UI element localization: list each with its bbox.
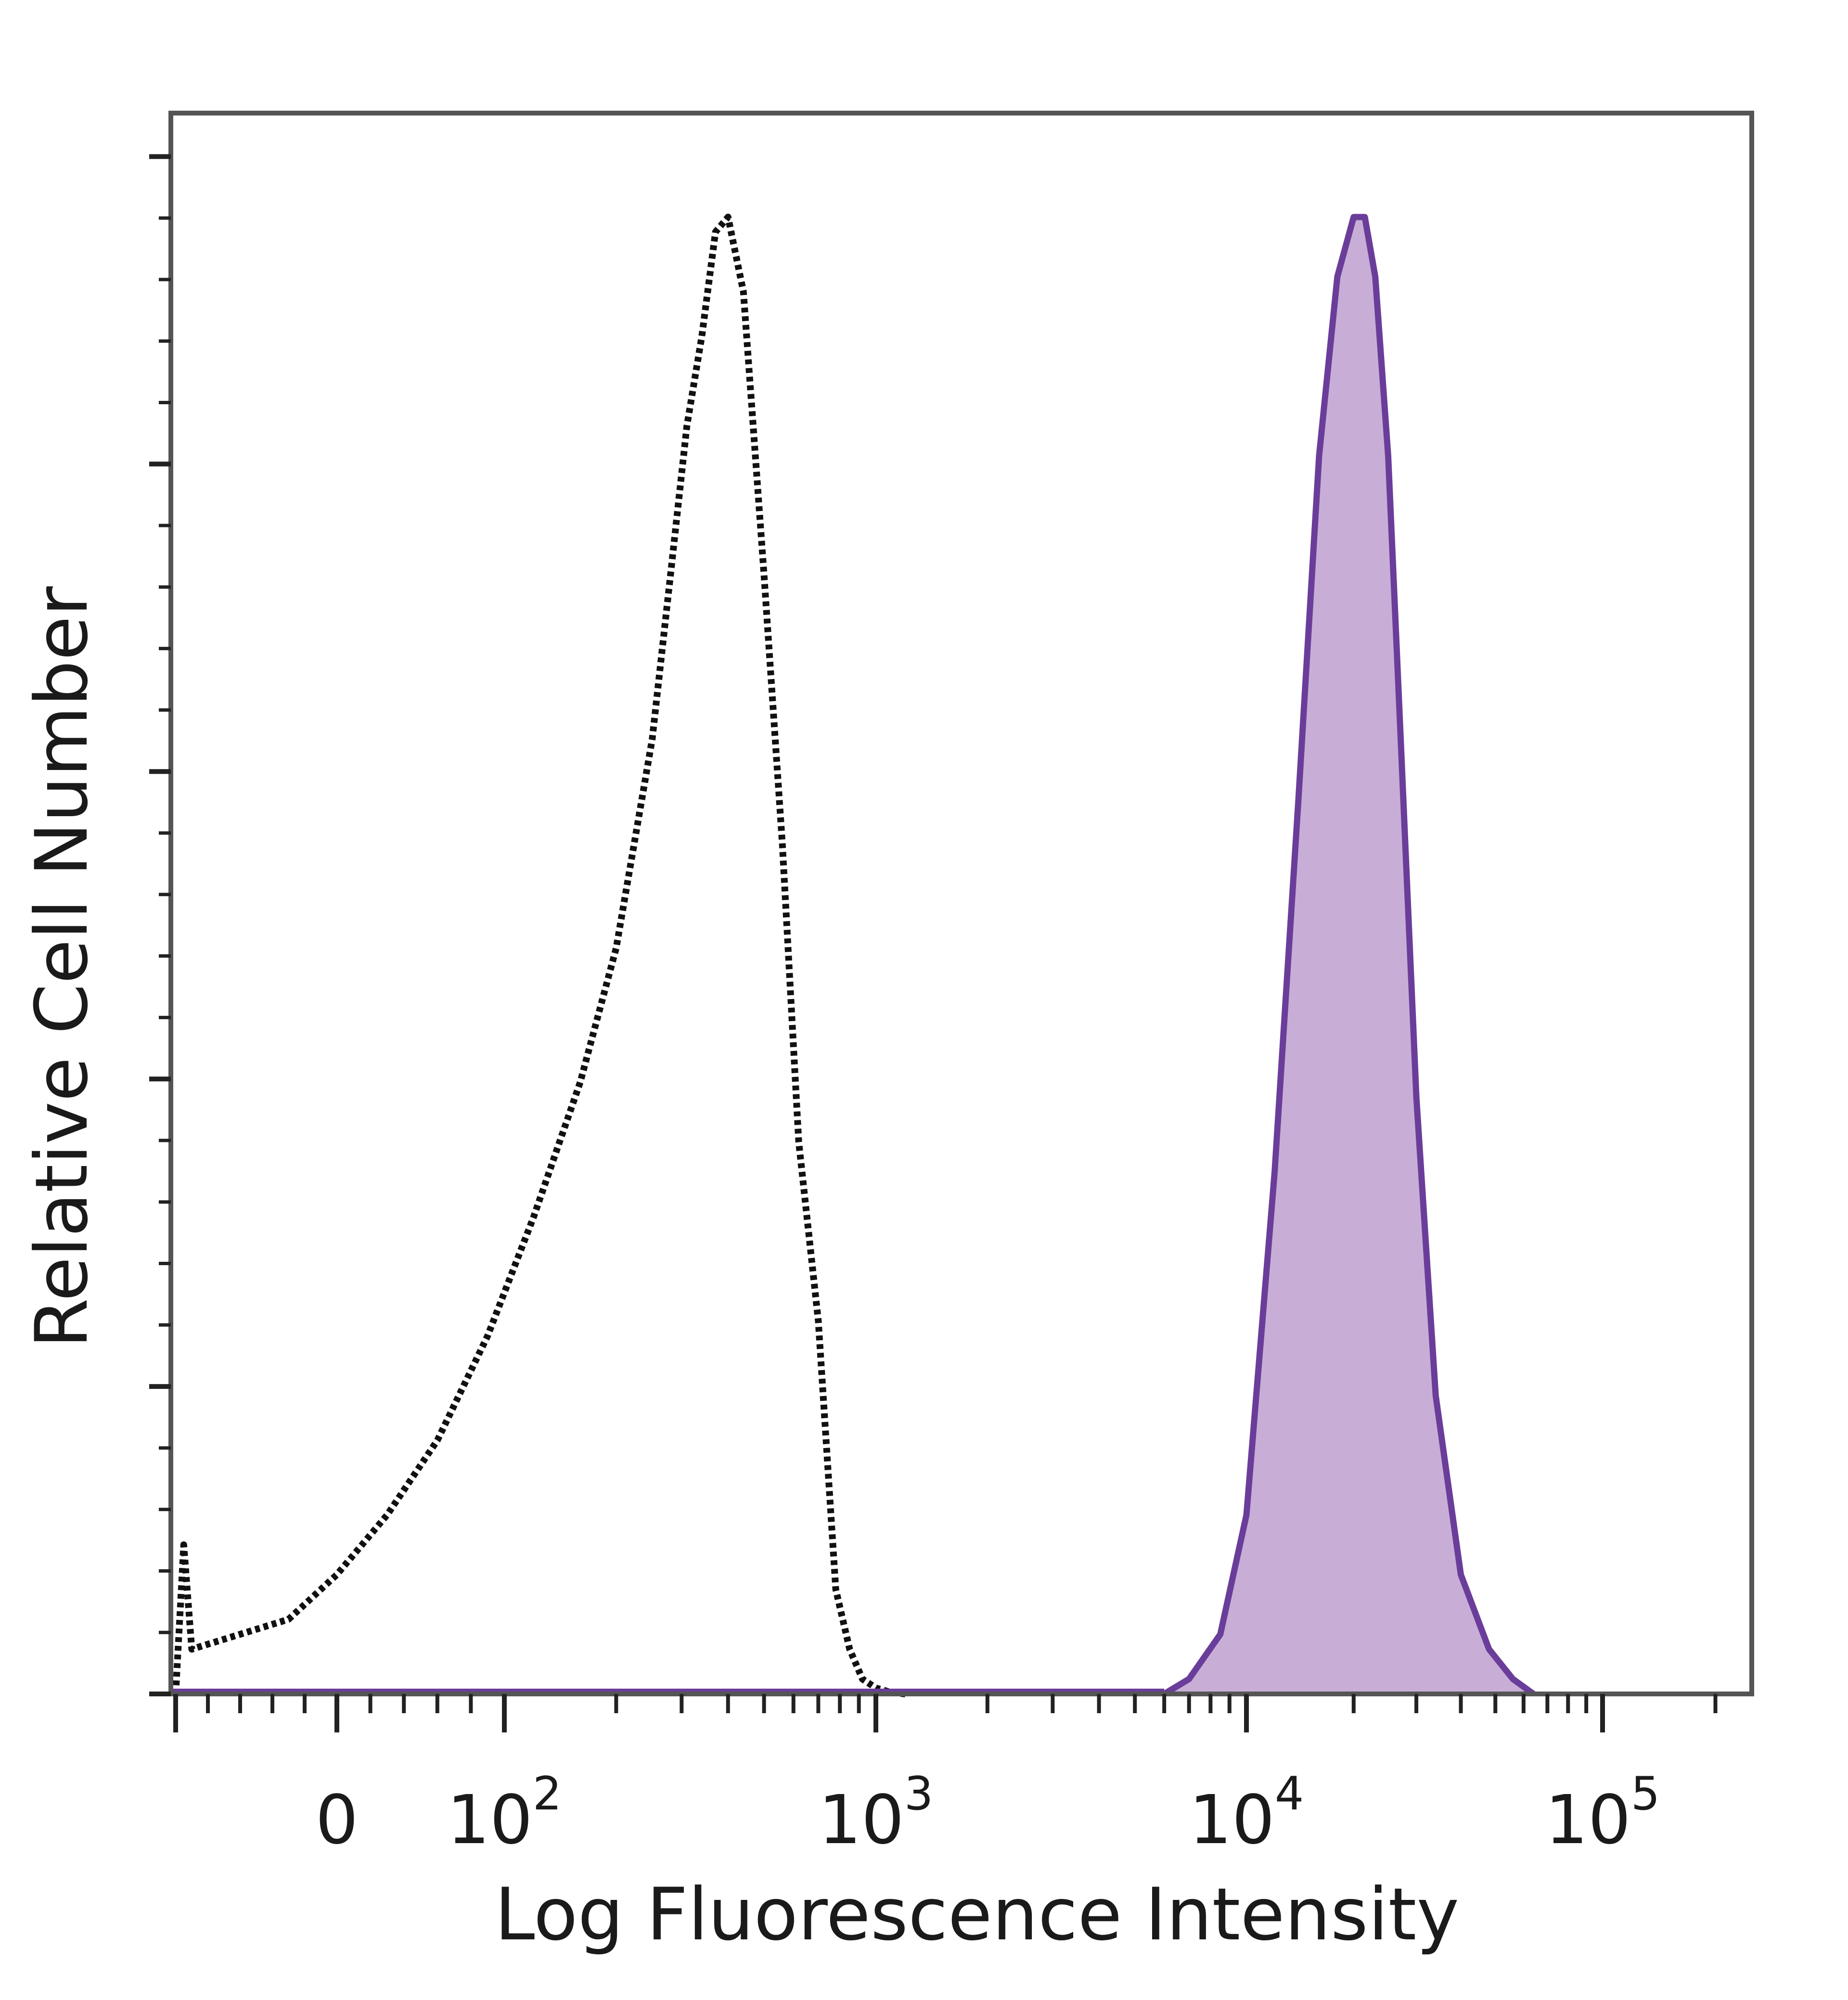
x-axis-ticks (173, 1694, 1718, 1732)
x-tick-label: 104 (1189, 1768, 1304, 1859)
series-1-fill (1164, 217, 1534, 1694)
series-0-line (172, 214, 906, 1697)
x-axis-title: Log Fluorescence Intensity (495, 1873, 1459, 1957)
tick-label-exponent: 4 (1275, 1768, 1304, 1821)
tick-label-exponent: 2 (533, 1768, 562, 1821)
tick-label-base: 10 (1189, 1781, 1275, 1859)
x-tick-label: 0 (315, 1781, 358, 1859)
tick-label-exponent: 5 (1631, 1768, 1660, 1821)
x-tick-label: 105 (1545, 1768, 1660, 1859)
tick-label-base: 10 (1545, 1781, 1631, 1859)
tick-label-exponent: 3 (904, 1768, 933, 1821)
tick-label-base: 10 (819, 1781, 904, 1859)
plot-frame (168, 111, 1754, 1696)
x-tick-label: 103 (819, 1768, 934, 1859)
y-axis-ticks (149, 154, 171, 1696)
tick-label-base: 10 (447, 1781, 533, 1859)
x-axis-tick-labels: 0 102 103 104 105 (315, 1768, 1660, 1859)
series-fills (1164, 217, 1534, 1694)
y-axis-title: Relative Cell Number (20, 586, 104, 1348)
x-tick-label: 102 (447, 1768, 562, 1859)
tick-label-base: 0 (315, 1781, 358, 1859)
series-1-line (1162, 214, 1536, 1697)
